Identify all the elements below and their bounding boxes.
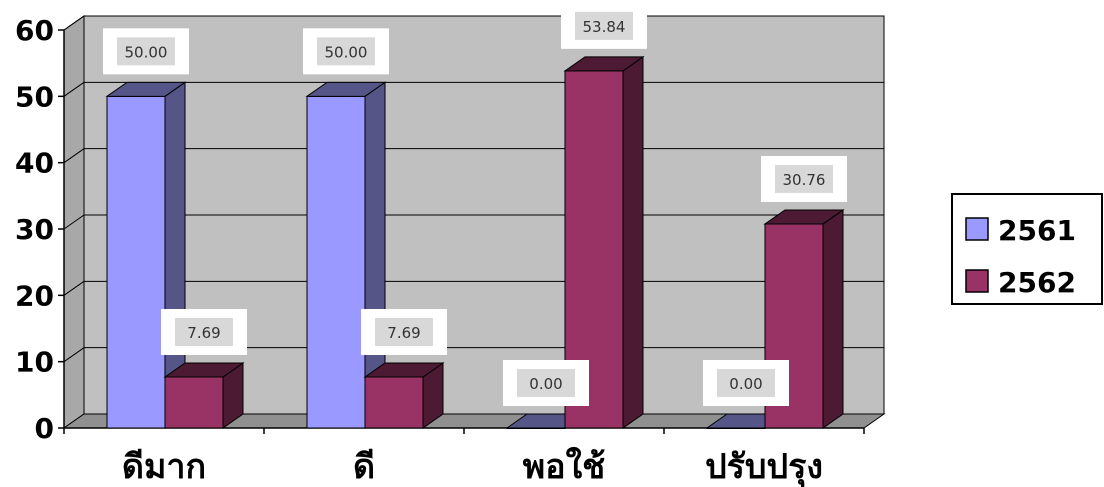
bar-top [105, 81, 187, 97]
bar-top [763, 209, 845, 225]
data-label-inner [317, 37, 375, 66]
data-label-inner [517, 369, 575, 397]
data-labels: 50.00 7.69 50.00 7.69 0.00 53.84 0.00 30.76 [103, 2, 847, 406]
data-label-text: 30.76 [783, 171, 826, 189]
data-label-text: 50.00 [125, 43, 168, 61]
data-label: 50.00 [103, 28, 189, 75]
y-tick-label: 50 [15, 80, 54, 113]
bars [105, 55, 845, 429]
legend-label: 2561 [998, 214, 1076, 247]
data-label-text: 7.69 [387, 324, 420, 342]
bar-front [306, 95, 366, 429]
x-category-label: ปรับปรุง [705, 447, 823, 487]
data-label: 0.00 [503, 360, 589, 406]
bar-side [622, 55, 644, 429]
legend-item: 2561 [965, 214, 1076, 247]
x-category-label: ดีมาก [122, 447, 206, 487]
data-label-inner [375, 317, 433, 346]
x-category-label: พอใช้ [523, 446, 606, 487]
gridline-side [63, 280, 85, 296]
data-label: 53.84 [561, 2, 647, 49]
data-label: 50.00 [303, 28, 389, 75]
gridline-side [63, 81, 85, 97]
bar [363, 362, 445, 429]
data-label-text: 7.69 [187, 324, 220, 342]
data-label-inner [117, 37, 175, 66]
legend-swatch [965, 217, 989, 241]
y-tick-label: 60 [15, 14, 54, 47]
data-label: 7.69 [161, 308, 247, 355]
bar-front [106, 95, 166, 429]
gridline-side [63, 347, 85, 363]
bar-top [305, 81, 387, 97]
legend-item: 2562 [965, 266, 1076, 299]
y-tick-label: 10 [15, 346, 54, 379]
gridline-side [63, 15, 85, 31]
bar-top [563, 56, 645, 72]
legend-label: 2562 [998, 266, 1076, 299]
bar [163, 362, 245, 429]
legend-swatch [965, 269, 989, 293]
data-label-inner [775, 164, 833, 193]
legend: 2561 2562 [951, 193, 1103, 305]
data-label: 30.76 [761, 155, 847, 202]
gridline-side [63, 214, 85, 230]
bar-side [822, 208, 844, 429]
bar-front [164, 376, 224, 429]
bar-top [163, 362, 245, 378]
y-tick-label: 40 [15, 147, 54, 180]
data-label: 0.00 [703, 360, 789, 406]
data-label: 7.69 [361, 308, 447, 355]
x-axis-categories: ดีมาก ดี พอใช้ ปรับปรุง [122, 446, 823, 487]
gridline-side [63, 148, 85, 164]
data-label-text: 0.00 [529, 375, 562, 393]
bar-top [363, 362, 445, 378]
y-tick-label: 20 [15, 279, 54, 312]
y-tick-label: 30 [15, 213, 54, 246]
bar-front [364, 376, 424, 429]
data-label-inner [717, 369, 775, 397]
data-label-text: 53.84 [583, 18, 626, 36]
x-category-label: ดี [353, 447, 375, 487]
y-tick-label: 0 [35, 412, 54, 445]
bar [563, 55, 645, 429]
data-label-inner [175, 317, 233, 346]
y-axis-ticks: 0 10 20 30 40 50 60 [15, 14, 64, 445]
data-label-text: 0.00 [729, 375, 762, 393]
data-label-text: 50.00 [325, 43, 368, 61]
data-label-inner [575, 11, 633, 40]
